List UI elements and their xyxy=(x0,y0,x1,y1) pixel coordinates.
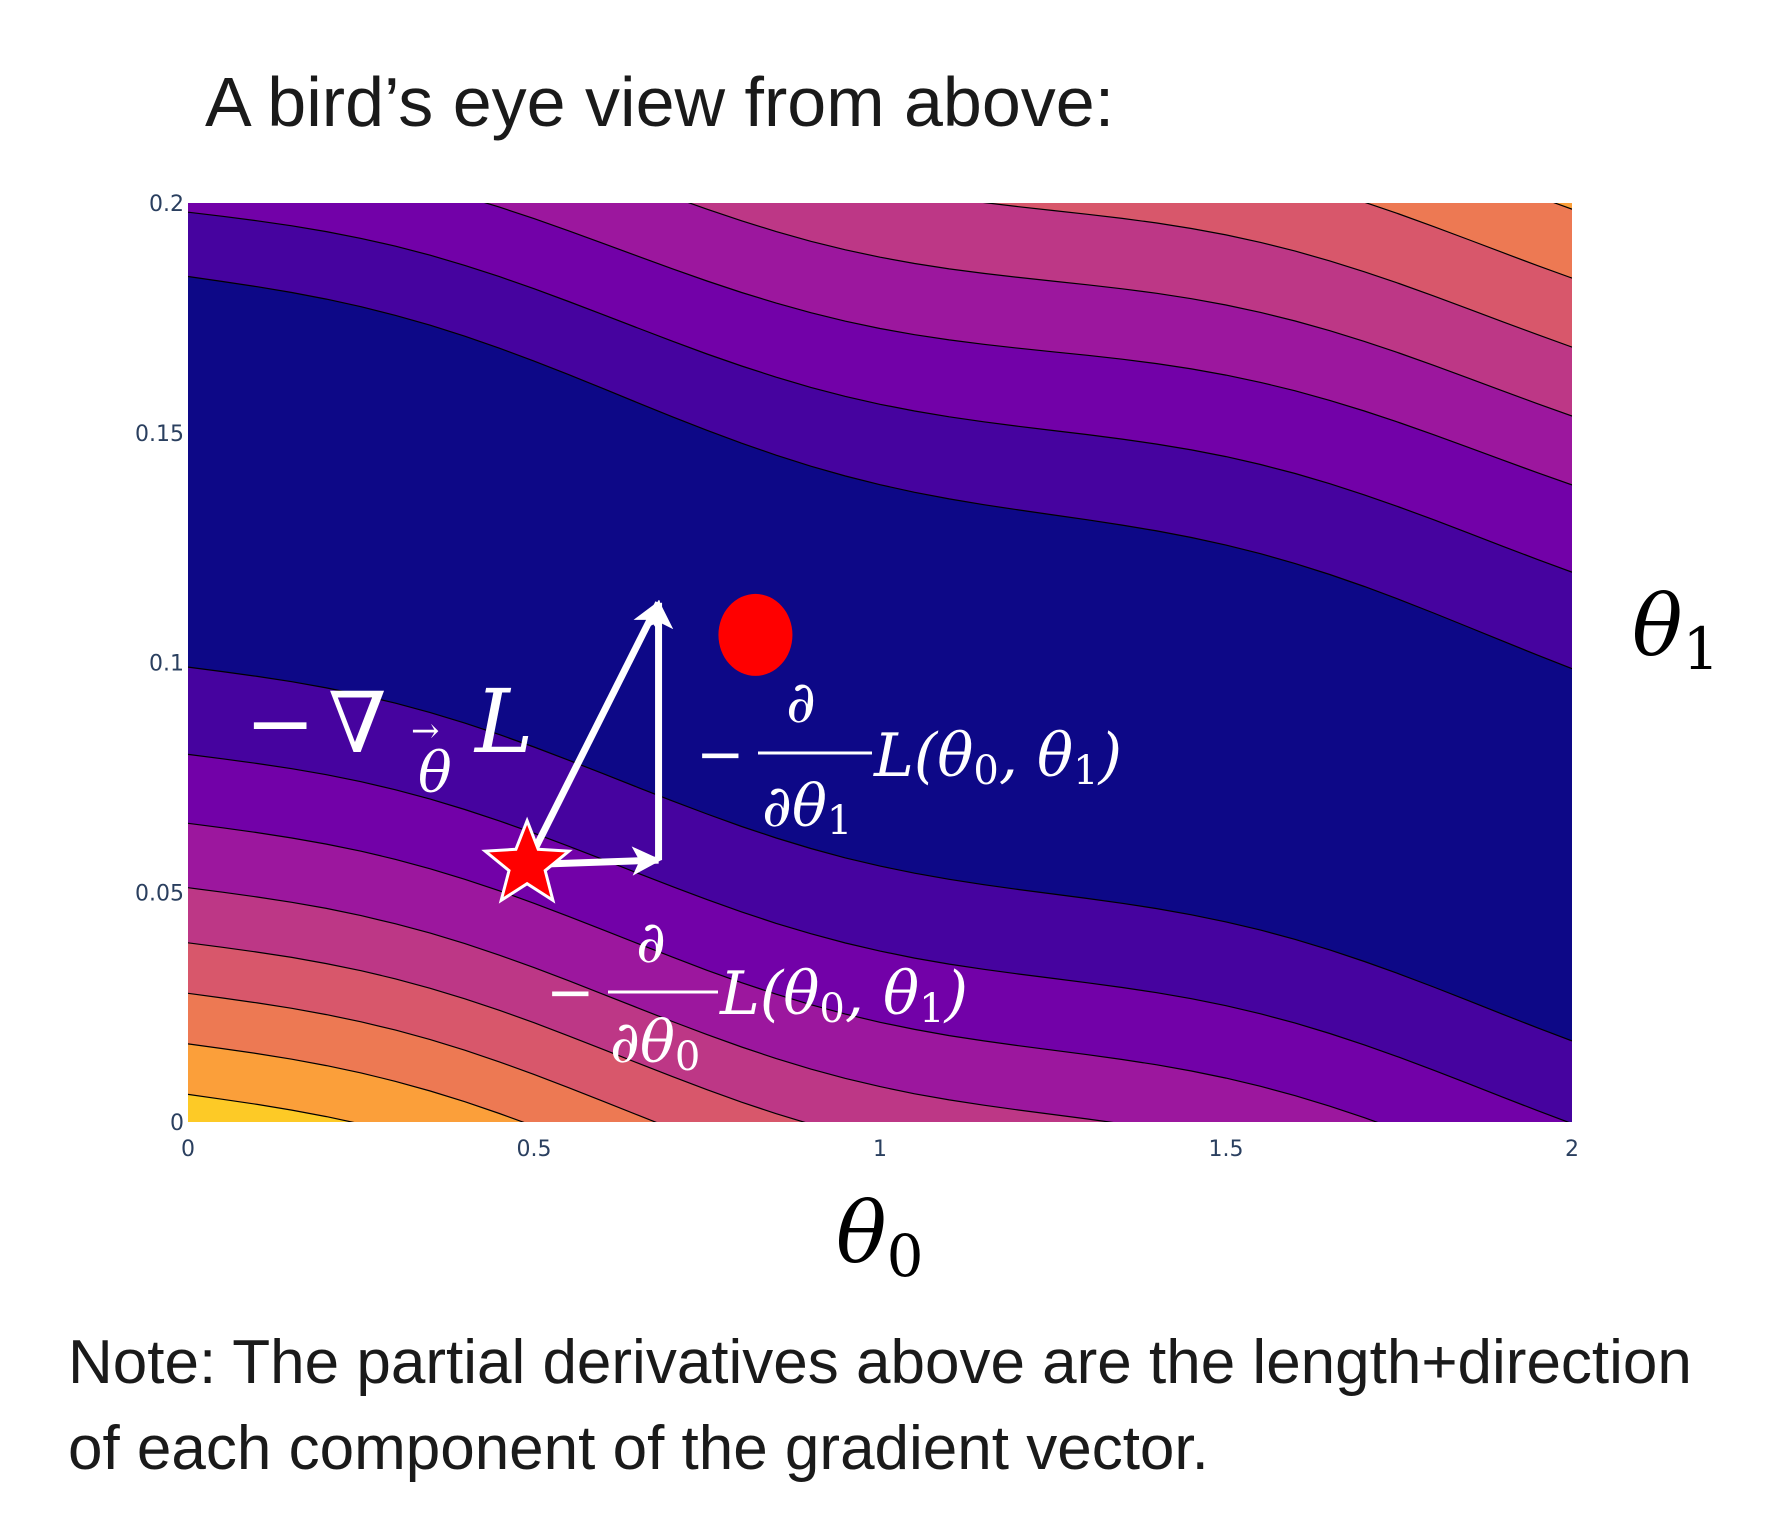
d-theta0-denominator: ∂θ0 xyxy=(610,1008,700,1080)
contour-band-upper-9 xyxy=(138,0,1622,71)
d-theta1-den-sub: 1 xyxy=(827,798,852,844)
gradient-L: L xyxy=(473,670,533,773)
y-axis-label: θ1 xyxy=(1632,577,1719,683)
x-tick-label: 2 xyxy=(1565,1137,1579,1162)
contour-line-lower-3 xyxy=(188,822,1379,1122)
d-theta1-minus: − xyxy=(696,720,745,788)
x-axis-label: θ0 xyxy=(836,1184,923,1290)
d-theta1-fn-open: L(θ xyxy=(873,721,973,791)
d-theta0-den: ∂θ xyxy=(610,1008,675,1076)
d-theta1-denominator: ∂θ1 xyxy=(762,772,852,844)
nabla-symbol: ∇ xyxy=(328,674,387,772)
y-tick-label: 0.2 xyxy=(149,192,184,217)
contour-band-lower-7 xyxy=(188,1043,523,1122)
x-axis-label-symbol: θ xyxy=(836,1184,887,1282)
gradient-minus: − xyxy=(245,674,315,772)
x-axis-label-subscript: 0 xyxy=(887,1222,924,1290)
contour-lines xyxy=(188,0,1572,1122)
contour-line-lower-4 xyxy=(188,887,1114,1122)
d-theta1-numerator: ∂ xyxy=(786,668,816,736)
contour-band-upper-5 xyxy=(987,203,1572,348)
x-tick-label: 1.5 xyxy=(1209,1137,1244,1162)
gradient-sub-theta: θ xyxy=(418,741,452,806)
x-tick-label: 1 xyxy=(873,1137,887,1162)
contour-chart: 0 0.5 1 1.5 2 00.050.10.150.2 θ1 θ0 − ∇ → θ … xyxy=(135,0,1719,1290)
d-theta1-fn-close: ) xyxy=(1097,721,1122,791)
y-axis-label-subscript: 1 xyxy=(1683,615,1720,683)
y-tick-label: 0.1 xyxy=(149,652,184,677)
minimum-marker xyxy=(718,593,793,676)
contour-band-upper-7 xyxy=(1554,203,1572,210)
contour-line-upper-5 xyxy=(983,203,1572,348)
gradient-arrow xyxy=(523,600,662,867)
page-title: A bird’s eye view from above: xyxy=(205,63,1115,141)
d-theta1-fn-mid: , θ xyxy=(999,721,1073,791)
d-theta0-annotation: − ∂ ∂θ0 L(θ0, θ1) xyxy=(546,908,968,1080)
contour-band-upper-6 xyxy=(1366,203,1572,279)
contour-line-upper-2 xyxy=(188,211,1572,573)
d-theta0-function: L(θ0, θ1) xyxy=(719,959,968,1032)
y-tick-label: 0 xyxy=(170,1111,184,1136)
d-theta0-fn-open: L(θ xyxy=(719,959,819,1029)
d-theta0-minus: − xyxy=(546,958,595,1026)
x-tick-label: 0 xyxy=(181,1137,195,1162)
y-axis-ticks: 0 0.05 0.1 0.15 0.2 xyxy=(135,192,184,1136)
y-tick-label: 0.15 xyxy=(135,422,184,447)
d-theta0-fn-sub0: 0 xyxy=(819,986,844,1032)
d-theta0-fn-close: ) xyxy=(943,959,968,1029)
contour-line-lower-1 xyxy=(188,666,1572,1042)
footnote-line-2: of each component of the gradient vector… xyxy=(68,1414,1209,1483)
contour-line-lower-2 xyxy=(188,753,1570,1122)
footnote-line-1: Note: The partial derivatives above are … xyxy=(68,1328,1692,1397)
d-theta1-fn-sub0: 0 xyxy=(973,748,998,794)
current-point-star xyxy=(481,816,573,904)
gradient-sub-vector: → xyxy=(411,711,440,751)
contour-line-upper-3 xyxy=(483,203,1572,486)
d-theta1-annotation: − ∂ ∂θ1 L(θ0, θ1) xyxy=(696,668,1122,844)
d-theta1-fn-sub1: 1 xyxy=(1073,748,1098,794)
contour-line-upper-4 xyxy=(687,203,1572,417)
contour-line-upper-9 xyxy=(188,0,1572,71)
contour-band-upper-8 xyxy=(138,0,1622,140)
d-theta0-fn-sub1: 1 xyxy=(919,986,944,1032)
d-theta0-numerator: ∂ xyxy=(636,908,666,976)
contour-line-upper-7 xyxy=(1553,203,1572,210)
contour-line-lower-7 xyxy=(188,1043,525,1122)
gradient-annotation: − ∇ → θ L xyxy=(245,670,533,806)
contour-line-lower-6 xyxy=(188,992,657,1122)
footnote: Note: The partial derivatives above are … xyxy=(68,1320,1768,1492)
y-axis-label-symbol: θ xyxy=(1632,577,1683,675)
x-axis-ticks: 0 0.5 1 1.5 2 xyxy=(181,1137,1579,1162)
contour-line-upper-1 xyxy=(188,275,1572,670)
d-theta0-fn-mid: , θ xyxy=(845,959,919,1029)
contour-line-upper-8 xyxy=(188,0,1572,140)
contour-band-lower-8 xyxy=(188,1094,352,1122)
d-theta1-den: ∂θ xyxy=(762,772,827,840)
y-tick-label: 0.05 xyxy=(135,881,184,906)
contour-bands xyxy=(138,0,1622,1122)
d-theta1-function: L(θ0, θ1) xyxy=(873,721,1122,794)
x-tick-label: 0.5 xyxy=(517,1137,552,1162)
d-theta0-den-sub: 0 xyxy=(675,1034,700,1080)
contour-line-lower-5 xyxy=(188,942,806,1122)
